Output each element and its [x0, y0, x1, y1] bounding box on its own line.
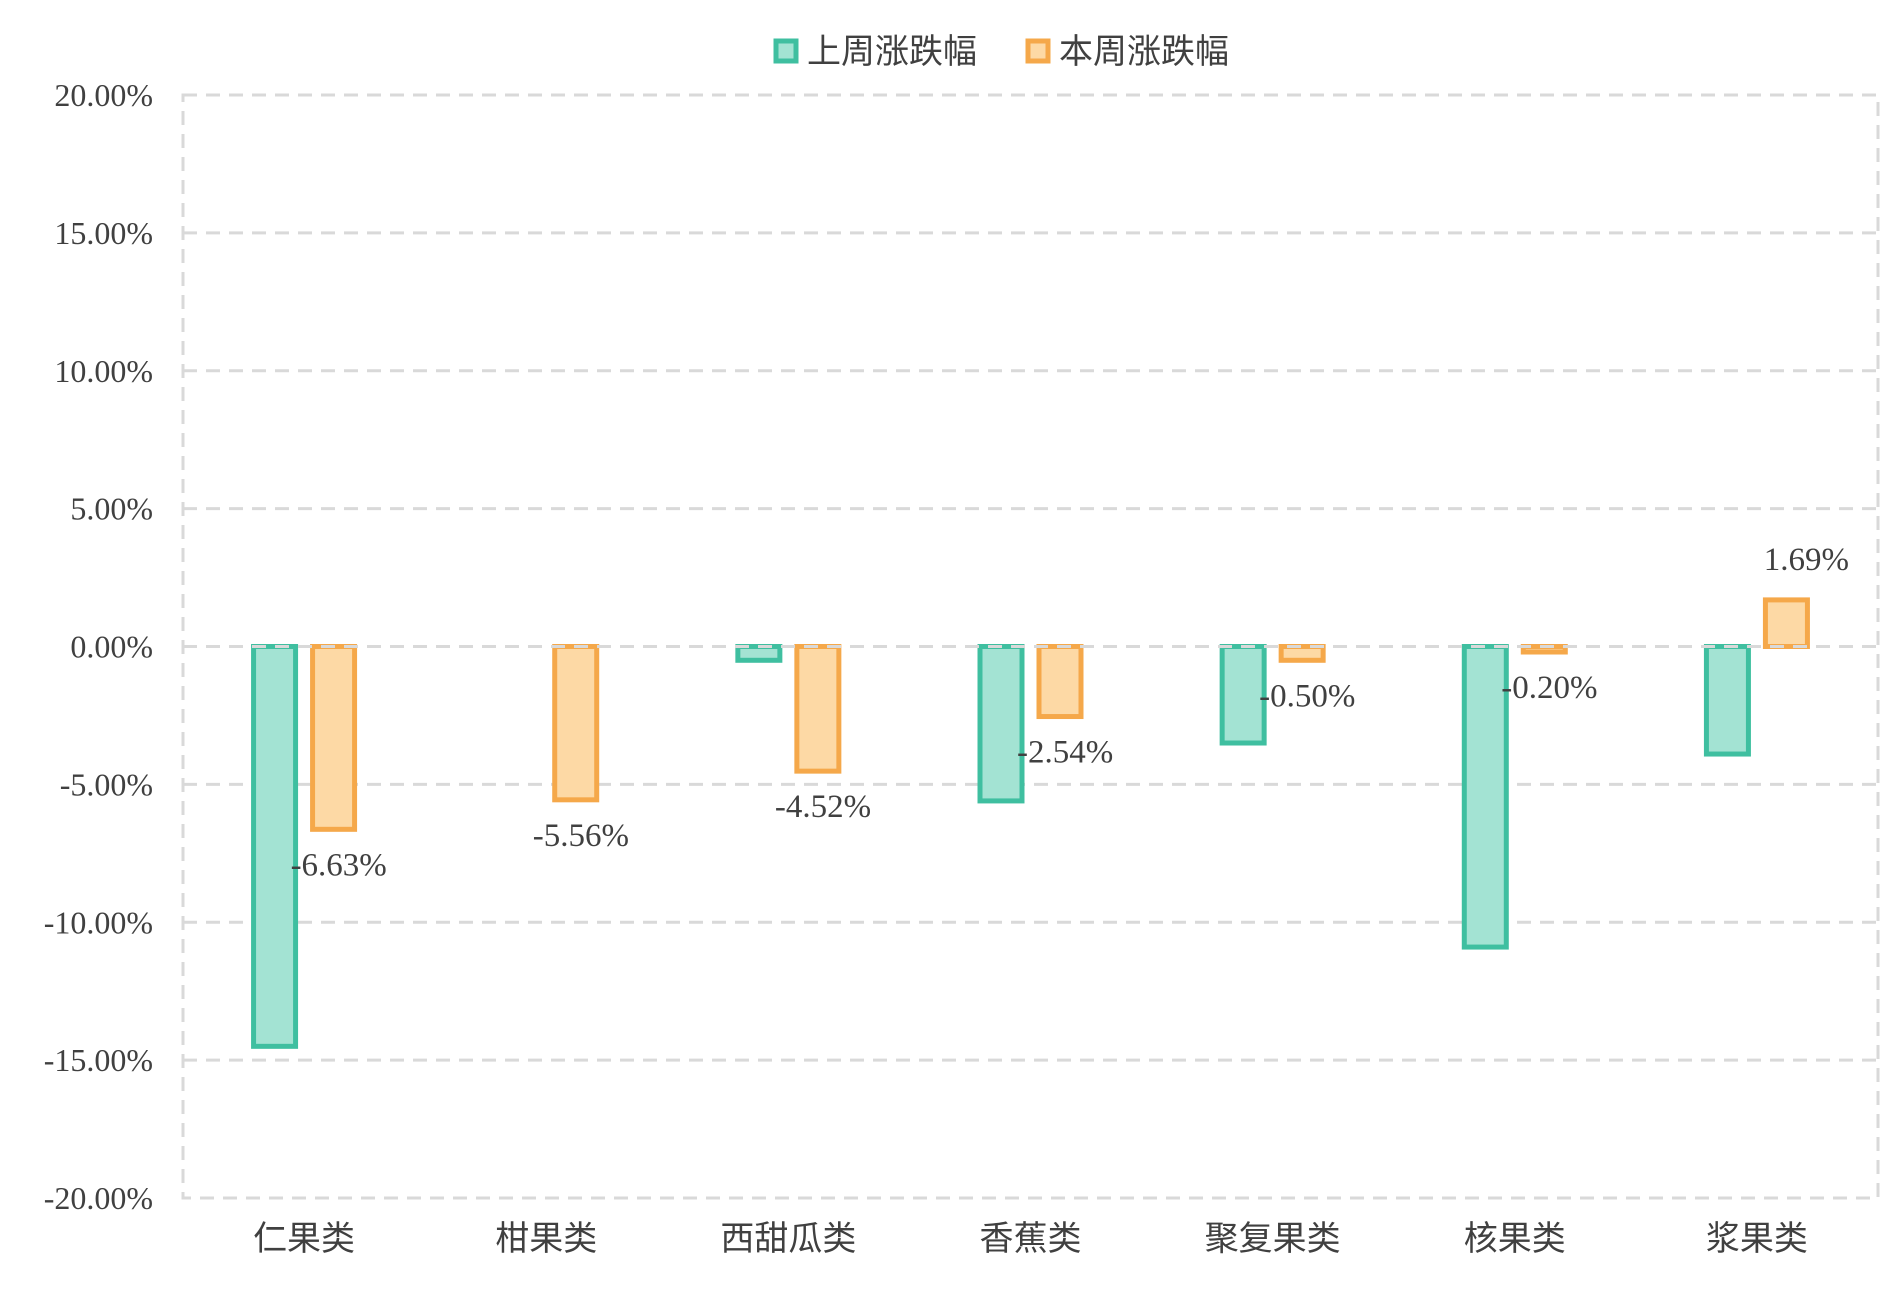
data-label: -0.20% [1501, 670, 1597, 706]
bar-last-week [1703, 644, 1751, 757]
bar-this-week [794, 644, 842, 774]
x-tick-label: 浆果类 [1706, 1219, 1808, 1259]
y-tick-label: 5.00% [70, 491, 153, 527]
x-tick-label: 柑果类 [495, 1219, 597, 1259]
y-tick-label: -5.00% [60, 766, 153, 802]
bar-this-week [1278, 644, 1326, 663]
y-tick-label: 0.00% [70, 629, 153, 665]
x-tick-label: 香蕉类 [980, 1219, 1082, 1259]
data-label: -4.52% [775, 789, 871, 825]
bar-this-week [310, 644, 358, 832]
y-tick-label: 15.00% [54, 215, 153, 251]
data-label: -5.56% [533, 818, 629, 854]
legend-swatch [1025, 38, 1051, 64]
legend-label: 本周涨跌幅 [1059, 32, 1229, 72]
x-tick-label: 仁果类 [253, 1219, 355, 1259]
bar-this-week [552, 644, 600, 803]
y-tick-label: -20.00% [44, 1180, 153, 1216]
bar-this-week [1036, 644, 1084, 720]
y-tick-label: -10.00% [44, 904, 153, 940]
legend-swatch [773, 38, 799, 64]
bar-last-week [251, 644, 299, 1049]
legend-label: 上周涨跌幅 [807, 32, 977, 72]
data-label: -6.63% [291, 847, 387, 883]
bar-this-week [1762, 597, 1810, 650]
data-label: -0.50% [1259, 678, 1355, 714]
data-label: -2.54% [1017, 735, 1113, 771]
bar-last-week [1461, 644, 1509, 950]
bar-last-week [735, 644, 783, 663]
bar-last-week [1219, 644, 1267, 746]
y-tick-label: 10.00% [54, 353, 153, 389]
y-tick-label: -15.00% [44, 1042, 153, 1078]
data-label: 1.69% [1764, 542, 1849, 578]
x-tick-label: 聚复果类 [1205, 1219, 1341, 1259]
bar-last-week [977, 644, 1025, 804]
x-tick-label: 核果类 [1464, 1219, 1566, 1259]
x-tick-label: 西甜瓜类 [720, 1219, 856, 1259]
y-tick-label: 20.00% [54, 77, 153, 113]
